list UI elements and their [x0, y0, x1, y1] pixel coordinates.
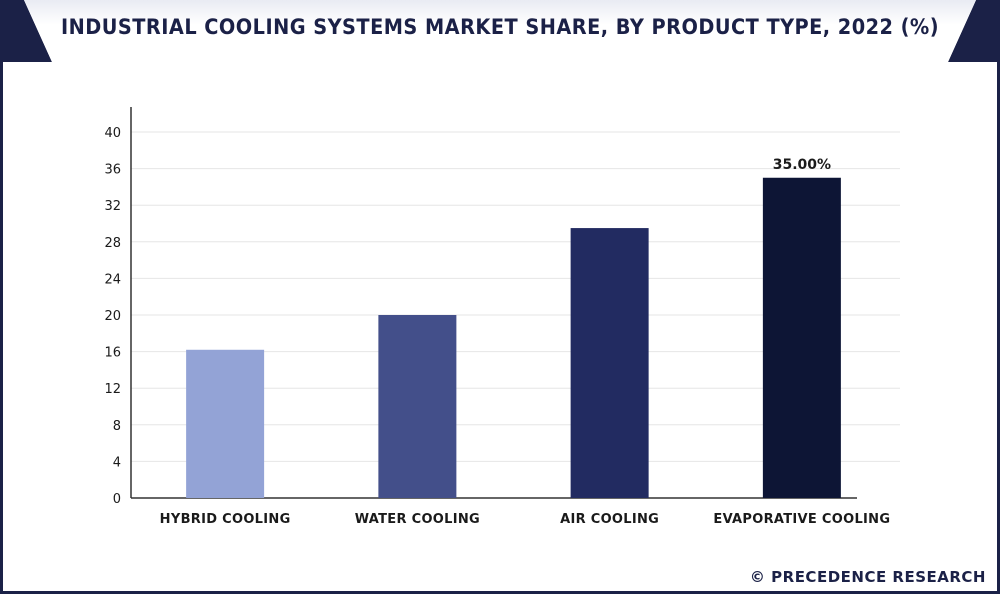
y-tick-label: 32 — [104, 199, 121, 214]
title-box — [24, 0, 976, 62]
bar — [762, 177, 841, 498]
y-tick-label: 28 — [104, 236, 121, 251]
y-tick-label: 36 — [104, 163, 121, 178]
bar — [378, 315, 457, 498]
y-tick-label: 12 — [104, 382, 121, 397]
watermark: © PRECEDENCE RESEARCH — [749, 568, 986, 586]
y-tick-label: 20 — [104, 309, 121, 324]
data-label: 35.00% — [773, 157, 831, 173]
y-tick-label: 16 — [104, 346, 121, 361]
chart-title: INDUSTRIAL COOLING SYSTEMS MARKET SHARE,… — [60, 15, 939, 39]
bar — [570, 228, 649, 498]
x-tick-label: WATER COOLING — [355, 512, 480, 527]
x-tick-label: EVAPORATIVE COOLING — [713, 512, 890, 527]
bar — [186, 349, 265, 498]
y-tick-label: 4 — [113, 455, 121, 470]
y-tick-label: 40 — [104, 126, 121, 141]
x-tick-label: HYBRID COOLING — [160, 512, 291, 527]
y-tick-label: 0 — [113, 492, 121, 507]
y-tick-label: 24 — [104, 272, 121, 287]
y-tick-label: 8 — [113, 419, 121, 434]
x-tick-label: AIR COOLING — [560, 512, 659, 527]
